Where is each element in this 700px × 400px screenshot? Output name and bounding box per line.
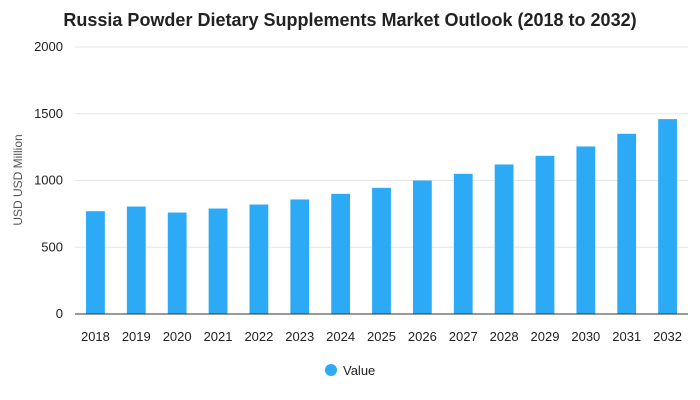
- x-tick-label: 2029: [531, 329, 560, 344]
- y-tick-label: 2000: [34, 39, 63, 54]
- x-tick-label: 2027: [449, 329, 478, 344]
- x-tick-label: 2030: [571, 329, 600, 344]
- bar-2023: [290, 199, 310, 314]
- bar-2019: [126, 206, 146, 314]
- bar-2024: [331, 193, 351, 314]
- x-axis-ticks: 2018 2019 2020 2021 2022 2023 2024 2025 2026 2027…: [81, 329, 682, 344]
- x-tick-label: 2019: [122, 329, 151, 344]
- x-tick-label: 2026: [408, 329, 437, 344]
- y-axis-label: USD USD Million: [11, 134, 25, 225]
- bar-2027: [453, 173, 473, 314]
- bar-2028: [494, 164, 514, 314]
- y-tick-label: 500: [41, 239, 63, 254]
- x-tick-label: 2031: [612, 329, 641, 344]
- x-tick-label: 2028: [490, 329, 519, 344]
- y-tick-label: 0: [56, 306, 63, 321]
- x-tick-label: 2024: [326, 329, 355, 344]
- y-axis-ticks: 0 500 1000 1500 2000: [34, 39, 63, 321]
- bars: [86, 119, 677, 314]
- chart-title: Russia Powder Dietary Supplements Market…: [63, 10, 636, 30]
- x-tick-label: 2021: [204, 329, 233, 344]
- x-tick-label: 2020: [163, 329, 192, 344]
- bar-2031: [617, 133, 637, 314]
- bar-2025: [372, 187, 391, 314]
- x-tick-label: 2023: [285, 329, 314, 344]
- legend: Value: [325, 363, 375, 378]
- bar-2021: [208, 208, 228, 314]
- legend-marker: [325, 364, 337, 376]
- bar-2029: [535, 155, 555, 314]
- y-tick-label: 1000: [34, 173, 63, 188]
- x-tick-label: 2032: [653, 329, 682, 344]
- bar-2018: [86, 211, 105, 314]
- legend-label: Value: [343, 363, 375, 378]
- bar-2020: [167, 212, 187, 314]
- x-tick-label: 2018: [81, 329, 110, 344]
- x-tick-label: 2022: [244, 329, 273, 344]
- bar-2026: [412, 180, 432, 314]
- bar-2022: [249, 204, 269, 314]
- bar-2030: [576, 146, 596, 314]
- x-tick-label: 2025: [367, 329, 396, 344]
- y-tick-label: 1500: [34, 106, 63, 121]
- bar-2032: [658, 119, 677, 314]
